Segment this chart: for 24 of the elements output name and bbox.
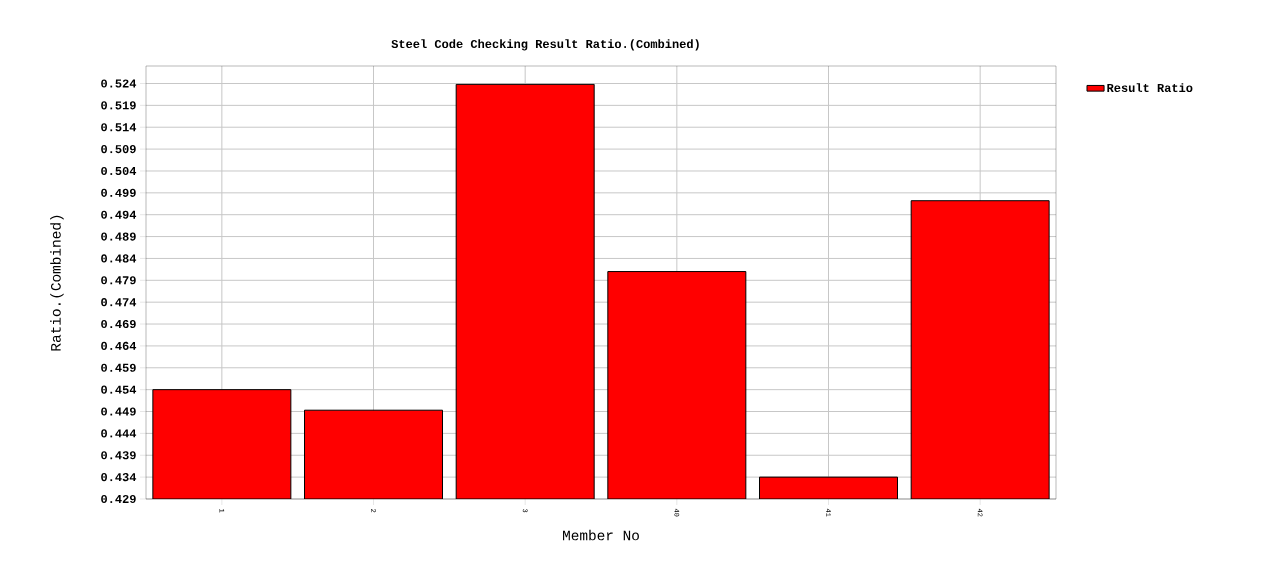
y-tick-label: 0.454	[101, 385, 137, 394]
y-tick-label: 0.489	[101, 232, 136, 241]
y-tick-label: 0.504	[101, 166, 137, 176]
y-tick-label: 0.519	[101, 101, 136, 110]
y-tick-label: 0.444	[101, 429, 137, 438]
y-tick-label: 0.429	[101, 494, 136, 504]
y-tick-label: 0.449	[101, 407, 136, 416]
y-tick-label: 0.499	[101, 188, 136, 197]
y-tick-label: 0.514	[101, 123, 137, 132]
y-tick-label: 0.524	[101, 79, 137, 88]
y-tick-label: 0.434	[101, 473, 137, 482]
y-tick-label: 0.464	[101, 341, 137, 350]
y-tick-label: 0.494	[101, 210, 137, 219]
chart-title: Steel Code Checking Result Ratio.(Combined)	[391, 39, 699, 51]
y-tick-label: 0.469	[101, 319, 136, 329]
y-tick-label: 0.484	[101, 254, 137, 263]
y-tick-label: 0.474	[101, 298, 137, 307]
y-tick-label: 0.509	[101, 145, 136, 154]
y-axis-title: Ratio.(Combined)	[50, 215, 64, 351]
y-tick-label: 0.459	[101, 363, 136, 372]
legend-label: Result Ratio	[1107, 83, 1193, 92]
x-axis-title: Member No	[563, 529, 639, 541]
y-tick-label: 0.479	[101, 276, 136, 285]
y-tick-label: 0.439	[101, 451, 136, 460]
